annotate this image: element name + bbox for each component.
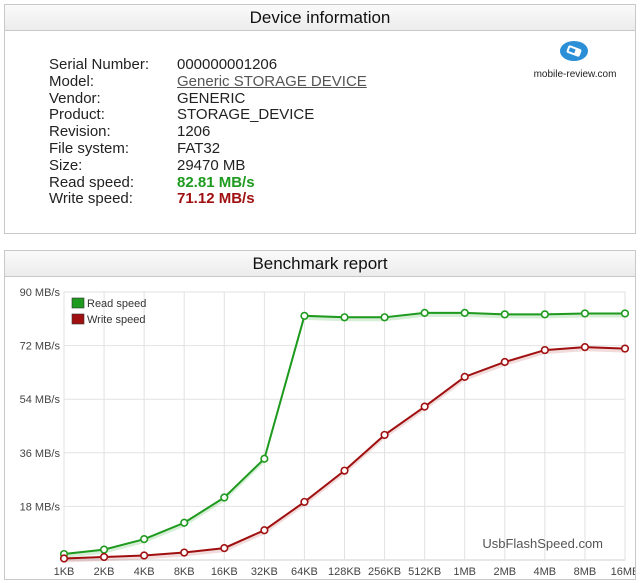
info-row-product: Product: STORAGE_DEVICE <box>49 107 367 124</box>
x-tick-label: 128KB <box>328 566 361 578</box>
read-speed-point <box>220 493 229 502</box>
read-speed-point <box>140 535 149 544</box>
read-speed-point <box>180 518 189 527</box>
info-value: 000000001206 <box>177 56 278 73</box>
benchmark-report-panel: Benchmark report 18 MB/s 36 MB/s 54 MB/s 72… <box>4 250 636 580</box>
y-tick-label: 54 MB/s <box>20 394 61 406</box>
info-label: Read speed: <box>49 173 135 191</box>
x-tick-label: 32KB <box>251 566 278 578</box>
x-tick-label: 16KB <box>211 566 238 578</box>
info-row-read-speed: Read speed: 82.81 MB/s <box>49 173 367 192</box>
write-speed-value: 71.12 MB/s <box>177 190 255 208</box>
read-speed-point <box>99 545 109 554</box>
info-value: GENERIC <box>177 89 246 107</box>
write-speed-point <box>460 372 469 381</box>
model-link[interactable]: Generic STORAGE DEVICE <box>177 72 367 90</box>
write-speed-point <box>380 430 389 440</box>
info-row-filesystem: File system: FAT32 <box>49 139 367 158</box>
x-tick-label: 4KB <box>134 566 155 578</box>
write-speed-point <box>220 543 229 553</box>
x-tick-label: 4MB <box>534 566 557 578</box>
x-tick-label: 64KB <box>291 566 318 578</box>
info-label: Size: <box>49 156 83 174</box>
write-speed-point <box>59 554 69 563</box>
read-speed-point <box>620 309 630 318</box>
info-label: Serial Number: <box>49 56 150 73</box>
write-speed-point <box>99 552 109 562</box>
x-tick-label: 1MB <box>453 566 476 578</box>
info-value: 1206 <box>177 123 211 141</box>
info-label: Write speed: <box>49 190 133 208</box>
x-tick-label: 2KB <box>94 566 115 578</box>
read-speed-point <box>300 311 309 320</box>
write-speed-point <box>540 345 549 355</box>
read-speed-value: 82.81 MB/s <box>177 173 255 191</box>
y-tick-label: 90 MB/s <box>20 287 61 299</box>
write-speed-point <box>620 344 630 353</box>
x-tick-label: 256KB <box>368 566 401 578</box>
x-tick-label: 512KB <box>408 566 441 578</box>
info-label: Product: <box>49 106 105 124</box>
y-tick-label: 36 MB/s <box>20 448 61 460</box>
watermark-text: UsbFlashSpeed.com <box>482 536 603 551</box>
read-speed-point <box>340 313 349 322</box>
benchmark-report-title: Benchmark report <box>5 251 635 277</box>
info-label: Model: <box>49 72 95 90</box>
y-tick-label: 18 MB/s <box>20 501 61 513</box>
read-speed-point <box>500 310 509 319</box>
legend-write-swatch <box>71 313 85 325</box>
mobile-review-logo: mobile-review.com <box>533 39 617 85</box>
write-speed-point <box>340 466 349 475</box>
y-tick-label: 72 MB/s <box>20 341 61 353</box>
logo-text: mobile-review.com <box>533 69 617 80</box>
info-row-revision: Revision: 1206 <box>49 123 367 141</box>
x-tick-label: 8KB <box>174 566 195 578</box>
legend-label: Write speed <box>87 314 146 326</box>
info-row-write-speed: Write speed: 71.12 MB/s <box>49 191 367 208</box>
x-tick-label: 16MB <box>611 566 635 578</box>
device-information-title: Device information <box>5 5 635 31</box>
write-speed-point <box>300 497 309 507</box>
info-label: Revision: <box>49 123 111 141</box>
write-speed-point <box>140 551 149 560</box>
info-row-vendor: Vendor: GENERIC <box>49 89 367 108</box>
mobile-review-logo-icon <box>560 41 588 61</box>
write-speed-point <box>180 548 189 557</box>
read-speed-point <box>420 308 429 317</box>
legend-read-swatch <box>71 297 85 309</box>
read-speed-point <box>540 310 549 319</box>
x-tick-label: 1KB <box>54 566 75 578</box>
device-information-panel: Device information Serial Number: 000000… <box>4 4 636 234</box>
read-speed-point <box>580 309 590 318</box>
write-speed-point <box>260 526 269 535</box>
x-tick-label: 8MB <box>574 566 597 578</box>
info-label: Vendor: <box>49 89 101 107</box>
x-tick-label: 2MB <box>493 566 516 578</box>
write-speed-point <box>420 402 429 411</box>
info-label: File system: <box>49 139 130 157</box>
write-speed-point <box>500 357 509 367</box>
info-row-model: Model: Generic STORAGE DEVICE <box>49 72 367 91</box>
read-speed-point <box>460 308 469 317</box>
legend-label: Read speed <box>87 298 146 310</box>
read-speed-point <box>380 313 389 322</box>
info-value: FAT32 <box>177 139 221 157</box>
info-row-serial: Serial Number: 000000001206 <box>49 56 367 74</box>
read-speed-point <box>260 454 269 463</box>
benchmark-chart: 18 MB/s 36 MB/s 54 MB/s 72 MB/s 90 MB/s 1KB 2K… <box>20 287 635 578</box>
info-value: 29470 MB <box>177 156 246 174</box>
device-info-list: Serial Number: 000000001206 Model: Gener… <box>49 56 367 208</box>
info-value: STORAGE_DEVICE <box>177 106 315 124</box>
info-row-size: Size: 29470 MB <box>49 156 367 175</box>
write-speed-point <box>580 342 590 352</box>
